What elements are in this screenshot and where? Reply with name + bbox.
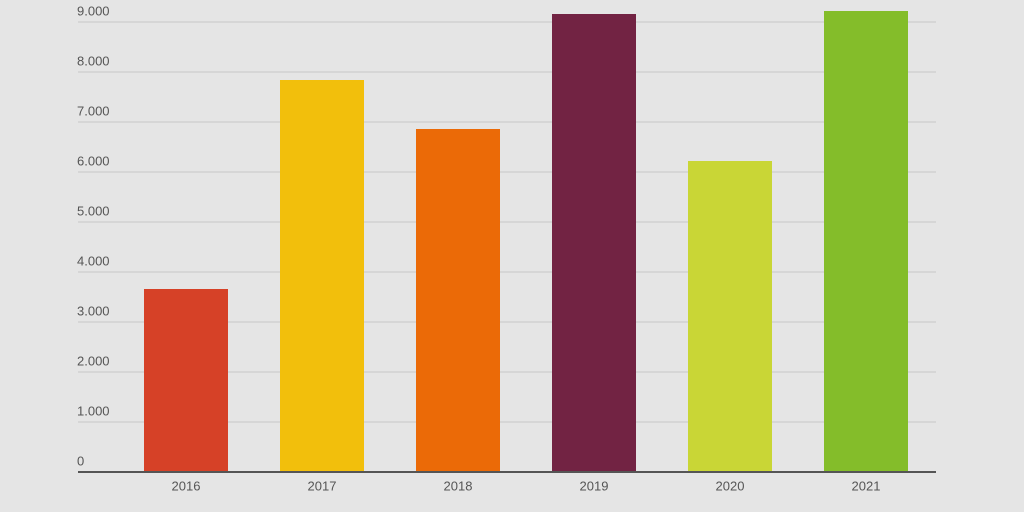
x-tick-label: 2018 <box>444 478 473 493</box>
y-tick-label: 4.000 <box>77 253 110 268</box>
y-tick-label: 9.000 <box>77 3 110 18</box>
y-tick-label: 3.000 <box>77 303 110 318</box>
y-tick-label: 5.000 <box>77 203 110 218</box>
x-tick-label: 2017 <box>308 478 337 493</box>
y-tick-label: 1.000 <box>77 403 110 418</box>
bar <box>824 11 908 472</box>
bar <box>144 289 228 472</box>
x-tick-label: 2016 <box>172 478 201 493</box>
y-tick-label: 2.000 <box>77 353 110 368</box>
bar <box>280 80 364 472</box>
y-tick-label: 7.000 <box>77 103 110 118</box>
bar <box>416 129 500 472</box>
y-tick-label: 0 <box>77 453 84 468</box>
y-tick-label: 6.000 <box>77 153 110 168</box>
bar <box>688 161 772 472</box>
y-tick-label: 8.000 <box>77 53 110 68</box>
bar <box>552 14 636 472</box>
x-tick-label: 2021 <box>852 478 881 493</box>
x-tick-label: 2020 <box>716 478 745 493</box>
x-tick-label: 2019 <box>580 478 609 493</box>
